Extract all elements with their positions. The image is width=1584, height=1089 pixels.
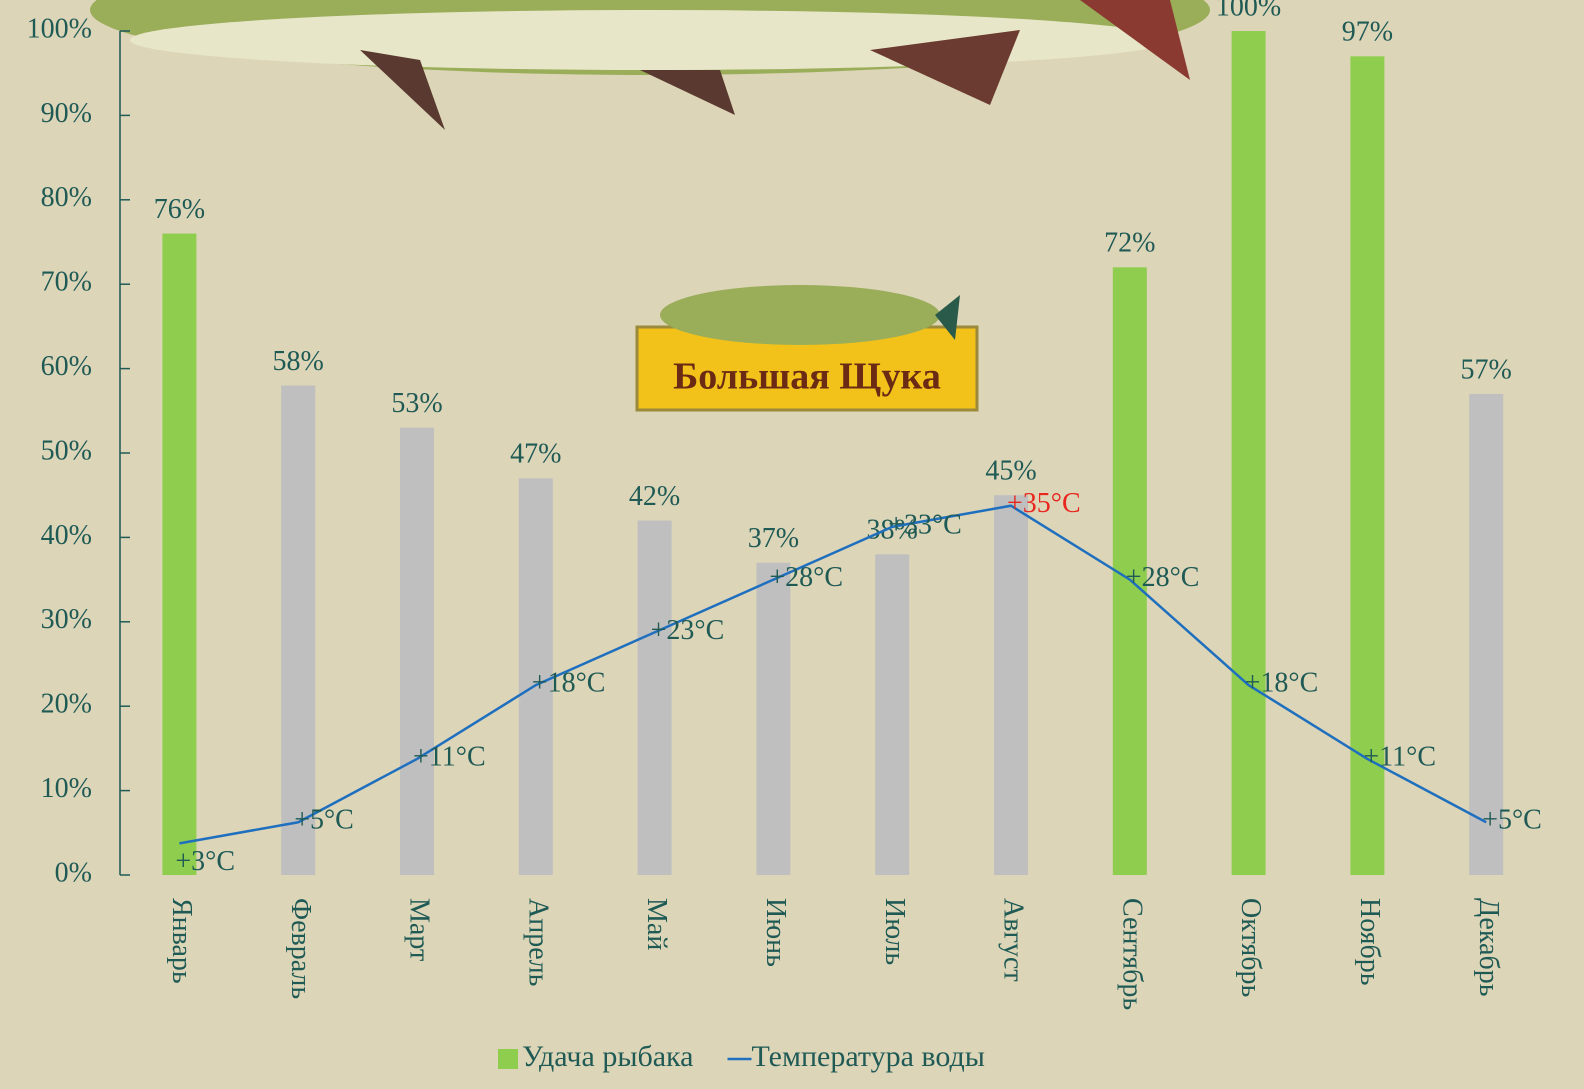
- line-value-label: +11°C: [413, 741, 486, 772]
- fish-decoration: [90, 0, 1210, 130]
- bar: [756, 562, 791, 875]
- y-tick-label: 30%: [41, 604, 92, 635]
- legend-label: Температура воды: [752, 1040, 985, 1073]
- x-tick-label: Октябрь: [1235, 898, 1266, 997]
- line-value-label: +5°C: [294, 805, 354, 836]
- bar: [1231, 31, 1266, 875]
- line-value-label: +18°C: [1245, 668, 1319, 699]
- y-tick-label: 90%: [41, 98, 92, 129]
- line-value-label: +28°C: [769, 562, 843, 593]
- y-tick-label: 50%: [41, 435, 92, 466]
- bar: [281, 385, 316, 875]
- bar-value-label: 45%: [985, 456, 1036, 487]
- y-tick-label: 20%: [41, 689, 92, 720]
- line-value-label: +18°C: [532, 668, 606, 699]
- bar-value-label: 97%: [1342, 17, 1393, 48]
- line-value-label: +28°C: [1126, 562, 1200, 593]
- x-tick-label: Февраль: [285, 898, 316, 999]
- bar-value-label: 72%: [1104, 228, 1155, 259]
- line-value-label: +35°C: [1007, 488, 1081, 519]
- x-tick-label: Март: [404, 898, 435, 961]
- bar: [162, 233, 197, 875]
- x-tick-label: Май: [641, 898, 672, 950]
- x-tick-label: Август: [998, 898, 1029, 982]
- line-value-label: +5°C: [1482, 805, 1542, 836]
- line-value-label: +3°C: [175, 846, 235, 877]
- y-tick-label: 70%: [41, 267, 92, 298]
- y-tick-label: 10%: [41, 773, 92, 804]
- bar-value-label: 37%: [748, 523, 799, 554]
- bar-value-label: 38%: [867, 515, 918, 546]
- y-tick-label: 60%: [41, 351, 92, 382]
- legend-swatch: [498, 1049, 518, 1069]
- bar-value-label: 100%: [1216, 0, 1281, 22]
- bar-value-label: 47%: [510, 439, 561, 470]
- logo: Большая Щука: [635, 285, 979, 412]
- bar-value-label: 42%: [629, 481, 680, 512]
- bar: [400, 427, 434, 875]
- bar-value-label: 76%: [154, 194, 205, 225]
- x-tick-label: Январь: [166, 898, 197, 984]
- y-tick-label: 40%: [41, 520, 92, 551]
- logo-text: Большая Щука: [673, 356, 941, 398]
- bar-value-label: 58%: [273, 346, 324, 377]
- bar: [1469, 393, 1504, 875]
- x-tick-label: Декабрь: [1473, 898, 1504, 997]
- bar: [1350, 56, 1385, 875]
- x-tick-label: Сентябрь: [1116, 898, 1147, 1010]
- bar-value-label: 53%: [391, 388, 442, 419]
- x-tick-label: Июль: [879, 898, 910, 965]
- bar: [994, 495, 1028, 875]
- y-tick-label: 80%: [41, 182, 92, 213]
- x-tick-label: Апрель: [522, 898, 553, 986]
- line-value-label: +11°C: [1363, 741, 1436, 772]
- x-tick-label: Июнь: [760, 898, 791, 967]
- y-tick-label: 0%: [55, 857, 92, 888]
- y-tick-label: 100%: [27, 13, 92, 44]
- line-value-label: +33°C: [888, 509, 962, 540]
- bar: [518, 478, 553, 875]
- legend-label: Удача рыбака: [522, 1040, 694, 1073]
- line: [179, 504, 1487, 845]
- bar-value-label: 57%: [1461, 354, 1512, 385]
- x-tick-label: Ноябрь: [1354, 898, 1385, 986]
- bar: [875, 554, 910, 875]
- bar: [637, 520, 672, 875]
- line-value-label: +23°C: [651, 615, 725, 646]
